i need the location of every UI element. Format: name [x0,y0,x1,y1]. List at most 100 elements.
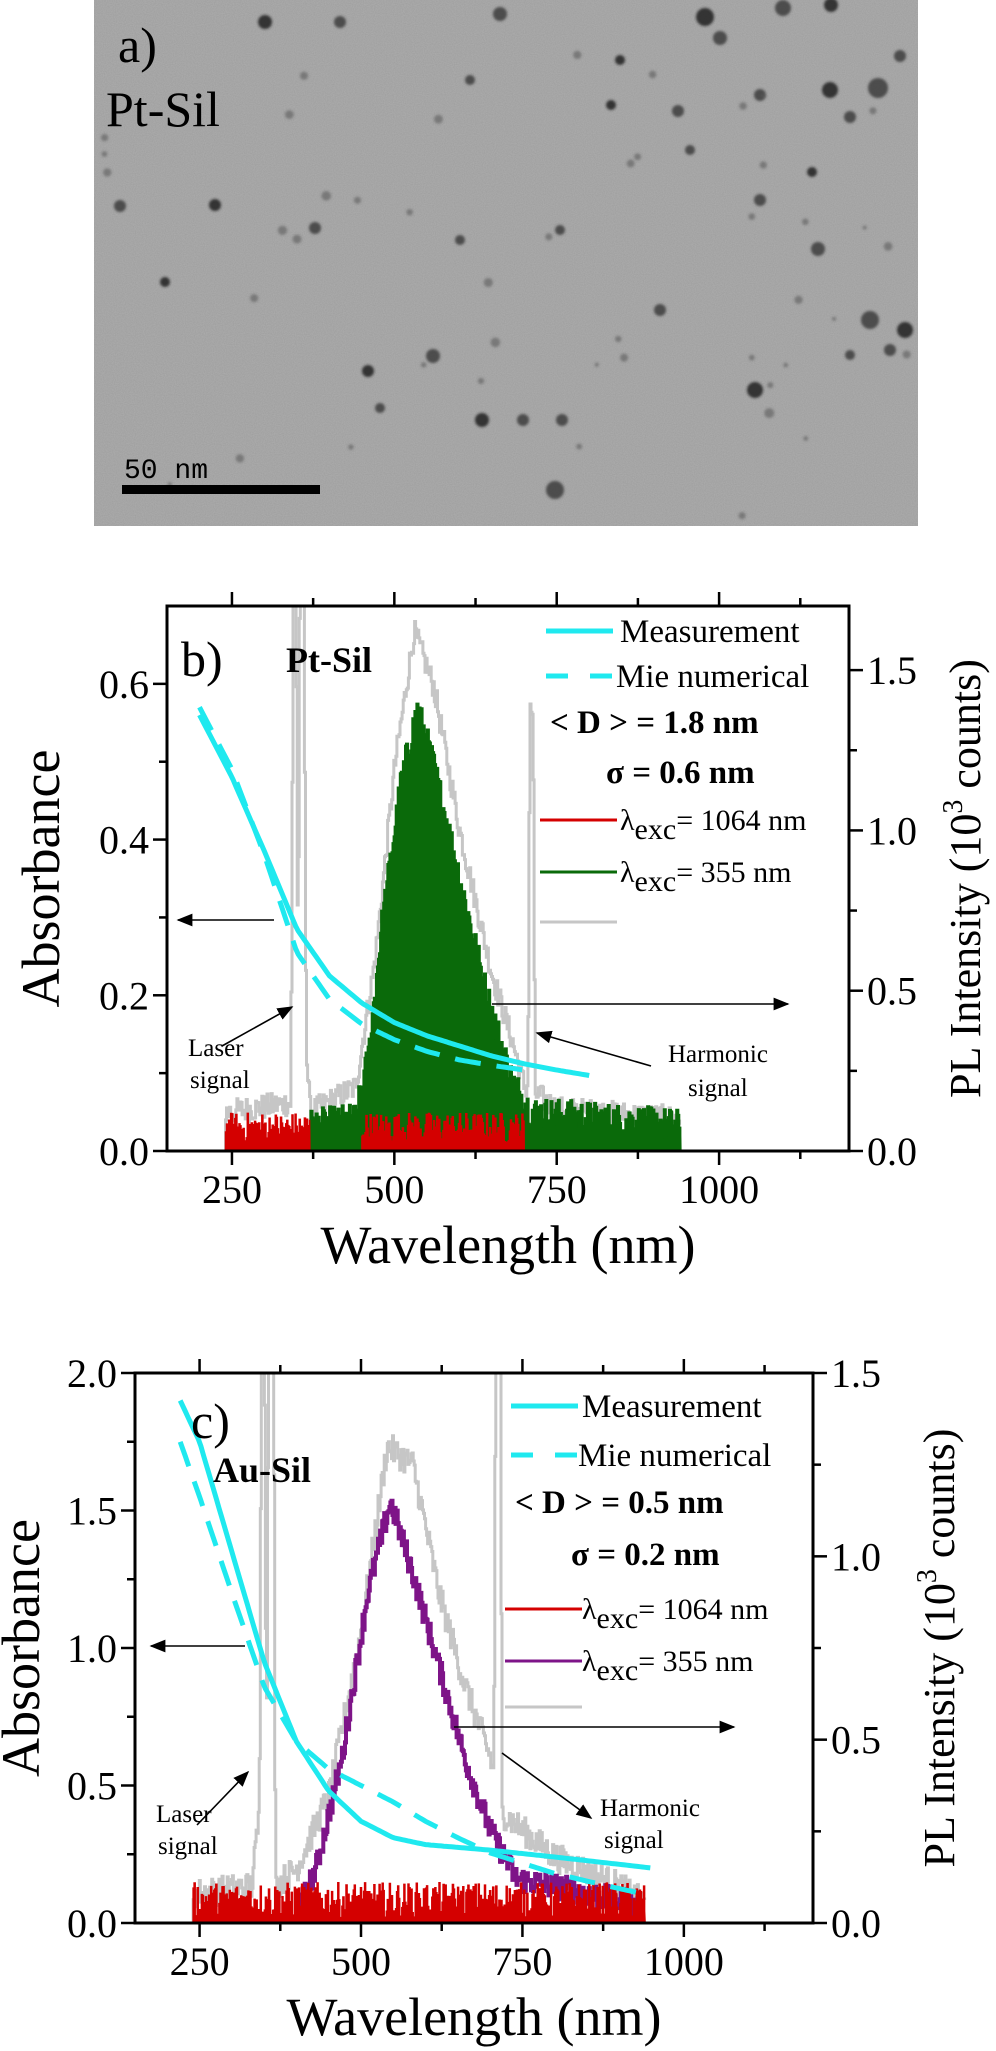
nanoparticle [615,55,625,65]
nanoparticle [783,362,789,368]
plot-area [177,1373,651,1923]
nanoparticle [803,436,809,441]
panel-label: b) [181,631,223,687]
y-right-axis-title: PL Intensity (103 counts) [912,1429,964,1868]
nanoparticle [822,82,838,98]
harmonic-signal-annotation: signal [688,1075,748,1102]
nanoparticle [556,414,568,426]
y-left-tick-label: 0.5 [67,1764,117,1809]
y-left-tick-label: 0.0 [99,1129,149,1174]
x-tick-label: 1000 [679,1167,759,1212]
y-right-tick-label: 0.0 [831,1901,881,1946]
legend-mean-diameter: < D > = 0.5 nm [515,1485,724,1521]
nanoparticle [475,413,489,427]
nanoparticle [862,225,867,230]
series-exc-355-line [308,702,682,1151]
nanoparticle [309,222,321,234]
harmonic-signal-annotation: signal [604,1827,664,1854]
nanoparticle [824,0,838,12]
nanoparticle [845,350,855,360]
nanoparticle [594,362,599,367]
y-right-tick-label: 0.5 [867,969,917,1014]
nanoparticle [101,134,109,142]
excitation-wavelength: = 355 nm [676,856,791,889]
x-axis-title: Wavelength (nm) [286,1987,661,2047]
y-right-tick-label: 1.0 [831,1534,881,1579]
series-exc-1064-line [224,1112,311,1151]
nanoparticle [620,353,629,362]
nanoparticle [615,335,622,343]
chart-b: 250 500 750 1000 0.0 0.2 0.4 0.6 0.0 0.5 1.0 1.5 Wav… [11,592,990,1275]
y-left-tick-label: 0.0 [67,1901,117,1946]
legend-label-exc-355: λexc= 355 nm [620,856,791,898]
nanoparticle [114,200,126,212]
nanoparticle [894,50,906,62]
y-right-title-prefix: PL Intensity (10 [941,814,990,1098]
nanoparticle [258,15,272,29]
nanoparticle [738,512,746,520]
nanoparticle [654,304,666,316]
nanoparticle [794,295,803,304]
nanoparticle [348,444,354,450]
y-left-axis-title: Absorbance [0,1519,51,1777]
x-axis-title: Wavelength (nm) [320,1215,695,1275]
nanoparticle [334,16,346,28]
legend-label-exc-1064: λexc= 1064 nm [620,804,806,846]
nanoparticle [844,111,856,123]
nanoparticle [406,208,413,216]
y-right-title-superscript: 3 [938,800,969,814]
nanoparticle [292,234,302,244]
scale-bar [122,485,320,494]
nanoparticle [375,403,385,413]
tem-particles [101,0,913,520]
nanoparticle [832,316,837,321]
nanoparticle [235,454,245,463]
nanoparticle [761,93,767,99]
laser-signal-arrow [196,1770,250,1826]
y-right-title-prefix: PL Intensity (10 [915,1583,964,1867]
excitation-wavelength: = 355 nm [638,1645,753,1678]
harmonic-signal-arrow [535,1030,652,1067]
nanoparticle [868,78,888,98]
y-left-tick-label: 0.2 [99,973,149,1018]
panel-a-label: a) [118,17,157,73]
nanoparticle [434,114,443,124]
series-measurement-line [177,1399,651,1871]
nanoparticle [748,213,756,220]
nanoparticle [802,218,809,226]
nanoparticle [713,31,727,45]
y-right-title-superscript: 3 [912,1569,943,1583]
nanoparticle [759,161,767,169]
nanoparticle [754,194,766,206]
nanoparticle [103,168,112,177]
harmonic-signal-annotation: Harmonic [668,1041,768,1068]
nanoparticle [634,153,642,161]
x-tick-label: 750 [527,1167,587,1212]
y-right-axis-title: PL Intensity (103 counts) [938,659,990,1098]
y-right-tick-label: 1.0 [867,808,917,853]
nanoparticle [883,242,893,251]
nanoparticle [739,102,747,110]
nanoparticle [869,107,877,115]
tem-grain [94,0,918,526]
x-tick-label: 750 [492,1939,552,1984]
nanoparticle [546,481,564,499]
x-tick-label: 250 [170,1939,230,1984]
nanoparticle [807,167,817,177]
nanoparticle [517,414,529,426]
laser-signal-annotation: Laser [156,1801,212,1828]
legend: Measurement Mie numerical < D > = 0.5 nm σ … [505,1389,771,1709]
y-left-tick-label: 1.0 [67,1626,117,1671]
y-right-tick-label: 1.5 [867,648,917,693]
axes-frame [165,604,851,1153]
lambda-symbol: λ [582,1593,597,1626]
chart-c: 250 500 750 1000 0.0 0.5 1.0 1.5 2.0 0.0 0.5 1.0 1.5… [0,1351,964,2047]
y-right-tick-label: 1.5 [831,1351,881,1396]
nanoparticle [353,196,361,204]
legend-sigma: σ = 0.2 nm [571,1537,720,1573]
series-background-line [191,1373,647,1923]
x-tick-label: 1000 [644,1939,724,1984]
nanoparticle [747,382,763,398]
y-left-tick-label: 0.6 [99,662,149,707]
panel-a-sample-label: Pt-Sil [106,81,220,137]
